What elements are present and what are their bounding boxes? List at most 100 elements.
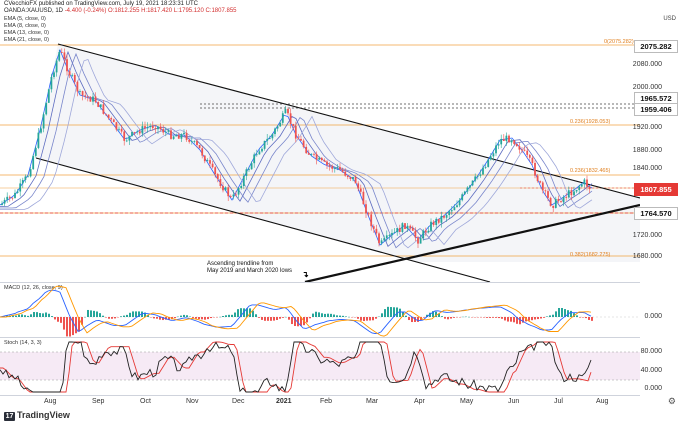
macd-bar (324, 313, 326, 317)
ema-line (0, 50, 593, 247)
candle-body (261, 148, 263, 152)
macd-bar (405, 315, 407, 317)
candle-body (365, 204, 367, 214)
panel-separator[interactable] (0, 337, 640, 338)
macd-bar (381, 313, 383, 317)
candle-body (190, 141, 193, 142)
candle-body (487, 159, 490, 167)
candle-body (539, 181, 542, 183)
macd-bar (72, 317, 74, 336)
macd-bar (90, 310, 92, 317)
candle-body (461, 194, 464, 201)
macd-panel[interactable] (0, 283, 640, 337)
candle-body (73, 74, 76, 82)
candle-body (398, 228, 401, 232)
macd-bar (75, 317, 77, 334)
macd-bar (180, 315, 182, 317)
macd-bar (576, 315, 578, 317)
candle-body (567, 190, 570, 198)
annotation-arrow-icon: ↴ (302, 270, 309, 279)
ema-8-label[interactable]: EMA (8, close, 0) (4, 23, 46, 29)
candle-body (318, 157, 321, 160)
stoch-label[interactable]: Stoch (14, 3, 3) (4, 340, 42, 346)
candle-body (409, 225, 412, 228)
gear-icon[interactable]: ⚙ (667, 396, 676, 406)
macd-bar (279, 317, 281, 319)
macd-bar (186, 315, 188, 317)
candle-body (393, 232, 396, 233)
macd-line (0, 285, 592, 337)
macd-bar (438, 313, 440, 317)
candle-body (42, 114, 45, 129)
candle-body (29, 169, 32, 177)
ema-13-label[interactable]: EMA (13, close, 0) (4, 30, 49, 36)
ema-5-label[interactable]: EMA (5, close, 0) (4, 16, 46, 22)
candle-body (157, 126, 159, 130)
candle-body (71, 74, 74, 76)
macd-bar (528, 317, 530, 321)
ohlc-values: O:1812.255 H:1817.420 L:1795.120 C:1807.… (108, 8, 237, 14)
candle-body (128, 135, 131, 141)
candle-body (198, 145, 201, 149)
month-label: Sep (92, 398, 105, 405)
candle-body (565, 197, 568, 198)
candle-body (515, 143, 518, 147)
macd-bar (261, 317, 263, 320)
candle-body (492, 153, 495, 157)
macd-bar (294, 317, 296, 327)
macd-bar (372, 317, 374, 321)
macd-bar (489, 317, 491, 318)
macd-label[interactable]: MACD (12, 26, close, 9) (4, 285, 63, 291)
candle-body (102, 104, 105, 114)
candle-body (172, 136, 175, 139)
candle-body (188, 139, 191, 142)
candle-body (167, 130, 170, 132)
macd-bar (252, 310, 254, 317)
macd-bar (30, 314, 32, 317)
candle-body (27, 176, 29, 178)
macd-bar (366, 317, 368, 321)
candle-body (120, 128, 123, 132)
candle-body (237, 187, 240, 195)
macd-bar (582, 317, 584, 318)
candle-body (284, 109, 287, 114)
candle-body (380, 240, 383, 244)
candle-body (16, 191, 19, 193)
macd-bar (66, 317, 68, 337)
author-name[interactable]: CVecchioFX (4, 1, 38, 7)
macd-bar (258, 317, 260, 318)
candle-body (154, 128, 157, 130)
macd-bar (240, 308, 242, 317)
candle-body (531, 157, 534, 163)
panel-separator[interactable] (0, 282, 640, 283)
price-chart[interactable] (0, 0, 640, 282)
candle-body (68, 71, 71, 76)
macd-bar (414, 317, 416, 322)
macd-bar (330, 313, 332, 317)
stoch-band (0, 352, 640, 380)
panel-separator[interactable] (0, 395, 640, 396)
macd-bar (132, 311, 134, 317)
change-value: -4.400 (-0.24%) (64, 8, 107, 14)
candle-body (383, 238, 386, 241)
candle-body (341, 169, 344, 172)
tradingview-logo[interactable]: 17 TradingView (4, 410, 70, 421)
macd-bar (207, 317, 209, 320)
candle-body (287, 109, 289, 114)
candle-body (500, 138, 503, 145)
ema-21-label[interactable]: EMA (21, close, 0) (4, 37, 49, 43)
macd-bar (225, 315, 227, 317)
candle-body (255, 154, 258, 156)
macd-bar (234, 312, 236, 317)
stoch-panel[interactable] (0, 338, 640, 396)
candle-body (131, 131, 133, 136)
macd-bar (6, 315, 8, 317)
symbol-label[interactable]: OANDA:XAUUSD, 1D (4, 8, 64, 14)
candle-body (175, 135, 178, 137)
macd-bar (138, 311, 140, 317)
candle-body (497, 144, 500, 146)
candle-body (274, 128, 276, 135)
candle-body (177, 135, 180, 139)
candle-body (138, 131, 141, 134)
candle-body (24, 176, 27, 180)
